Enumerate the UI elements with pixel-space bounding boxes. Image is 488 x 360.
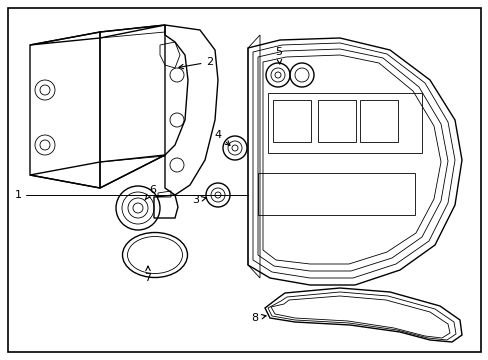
Bar xyxy=(359,100,397,142)
Bar xyxy=(272,100,310,142)
Text: 3: 3 xyxy=(192,195,205,205)
Text: 5: 5 xyxy=(275,47,282,64)
Bar xyxy=(317,100,355,142)
Text: 4: 4 xyxy=(214,130,229,145)
Text: 1: 1 xyxy=(15,190,21,200)
Text: 6: 6 xyxy=(145,185,156,200)
Text: 2: 2 xyxy=(179,57,213,69)
Text: 7: 7 xyxy=(144,266,151,283)
Text: 8: 8 xyxy=(251,313,265,323)
